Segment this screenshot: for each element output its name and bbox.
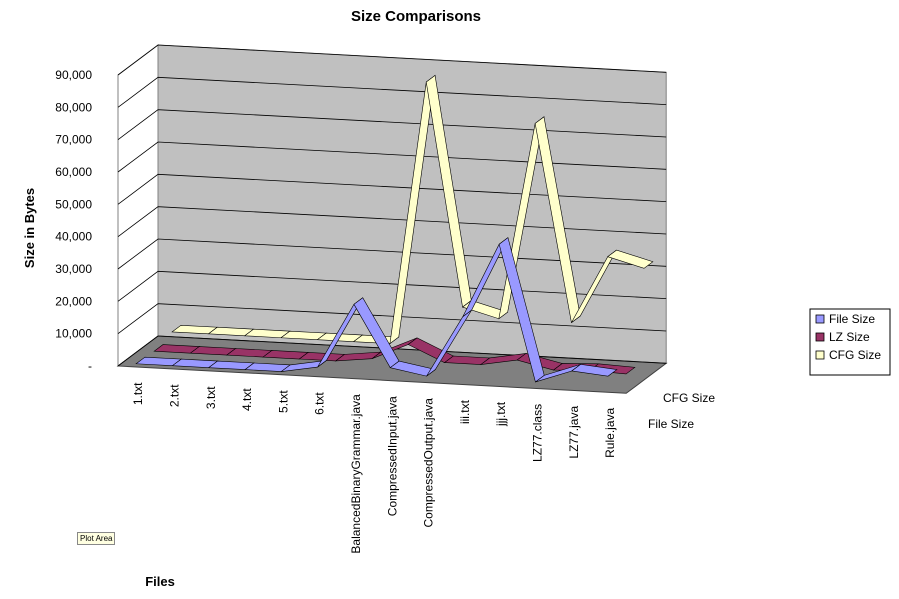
series-segment — [607, 249, 654, 269]
y-tick-label: - — [88, 359, 92, 373]
y-tick-label: 70,000 — [55, 133, 92, 147]
y-axis-ticks: - 10,000 20,000 30,000 40,000 50,000 60,000 70,… — [55, 68, 92, 373]
x-tick-label: LZ77.class — [530, 404, 544, 462]
series-segment — [570, 364, 618, 377]
series-file-size — [135, 237, 618, 383]
gridline — [117, 76, 667, 108]
x-tick-label: 3.txt — [204, 386, 218, 409]
x-tick-label: 2.txt — [167, 384, 181, 407]
gridline — [117, 44, 667, 76]
y-tick-label: 30,000 — [55, 262, 92, 276]
gridline — [117, 270, 667, 302]
x-axis-title: Files — [145, 574, 175, 589]
x-tick-label: jjj.txt — [494, 401, 508, 427]
x-tick-label: 4.txt — [240, 388, 254, 411]
y-tick-label: 10,000 — [55, 327, 92, 341]
y-tick-label: 50,000 — [55, 197, 92, 211]
x-tick-label: CompressedOutput.java — [422, 398, 436, 528]
side-wall — [117, 44, 159, 367]
depth-tick-label: File Size — [648, 417, 694, 431]
series-ribbons — [135, 74, 654, 383]
x-axis-ticks: 1.txt 2.txt 3.txt 4.txt 5.txt 6.txt BalancedBi… — [131, 382, 617, 554]
y-tick-label: 90,000 — [55, 68, 92, 82]
gridline — [117, 173, 667, 205]
x-tick-label: CompressedInput.java — [385, 396, 399, 516]
x-tick-label: 6.txt — [313, 392, 327, 415]
gridline — [117, 206, 667, 237]
chart-title: Size Comparisons — [351, 8, 481, 25]
x-tick-label: Rule.java — [603, 408, 617, 458]
legend-label: CFG Size — [829, 348, 881, 362]
gridline — [117, 141, 667, 173]
legend-swatch — [815, 314, 825, 324]
legend: File Size LZ Size CFG Size — [809, 308, 891, 376]
legend-swatch — [815, 350, 825, 360]
depth-tick-label: CFG Size — [663, 391, 715, 405]
y-tick-label: 20,000 — [55, 294, 92, 308]
plot-area-tooltip: Plot Area — [77, 532, 116, 545]
gridline — [117, 335, 667, 367]
x-tick-label: BalancedBinaryGrammar.java — [349, 394, 363, 554]
gridline — [117, 109, 667, 140]
gridline — [117, 303, 667, 334]
depth-axis-ticks: CFG Size File Size — [648, 391, 715, 431]
legend-label: File Size — [829, 312, 875, 326]
y-tick-label: 60,000 — [55, 165, 92, 179]
x-tick-label: iii.txt — [458, 399, 472, 424]
y-tick-label: 40,000 — [55, 230, 92, 244]
legend-swatch — [815, 332, 825, 342]
x-tick-label: LZ77.java — [567, 406, 581, 459]
legend-label: LZ Size — [829, 330, 870, 344]
x-tick-label: 1.txt — [131, 382, 145, 405]
x-tick-label: 5.txt — [276, 390, 290, 413]
y-axis-title: Size in Bytes — [22, 188, 37, 268]
y-tick-label: 80,000 — [55, 100, 92, 114]
